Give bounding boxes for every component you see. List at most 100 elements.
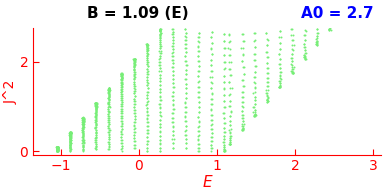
Point: [264, 56, 271, 59]
Point: [80, 137, 86, 140]
Point: [106, 98, 112, 101]
Point: [251, 102, 258, 106]
Point: [171, 74, 177, 77]
Point: [182, 133, 189, 137]
Point: [54, 146, 60, 149]
Point: [80, 134, 86, 138]
Point: [119, 98, 125, 101]
Point: [264, 76, 271, 79]
Point: [157, 38, 163, 42]
Point: [328, 29, 334, 32]
Point: [131, 97, 137, 100]
Point: [183, 92, 189, 95]
Point: [67, 132, 73, 135]
Point: [106, 93, 112, 96]
Point: [105, 140, 112, 143]
Point: [240, 39, 246, 42]
Point: [119, 73, 125, 76]
Point: [264, 72, 270, 75]
Point: [264, 50, 271, 53]
Point: [119, 122, 125, 125]
Point: [132, 57, 138, 60]
Point: [251, 81, 257, 84]
Point: [221, 122, 227, 125]
Point: [313, 43, 320, 46]
Point: [67, 146, 74, 150]
Point: [80, 130, 87, 133]
Point: [93, 133, 99, 136]
Point: [119, 91, 125, 94]
Point: [54, 148, 60, 151]
Point: [119, 114, 125, 117]
Point: [93, 111, 99, 114]
Point: [106, 131, 112, 134]
Point: [227, 131, 233, 134]
Point: [119, 94, 125, 98]
Point: [171, 69, 177, 73]
Point: [195, 115, 201, 119]
Point: [239, 128, 246, 132]
Point: [144, 110, 150, 113]
Point: [157, 76, 163, 80]
Point: [170, 142, 176, 145]
Point: [144, 70, 151, 73]
Point: [263, 88, 270, 91]
Point: [182, 47, 189, 50]
Point: [225, 47, 231, 50]
Point: [67, 147, 74, 151]
Point: [302, 29, 308, 32]
Point: [132, 60, 138, 63]
Point: [251, 110, 258, 113]
Point: [209, 140, 215, 143]
Point: [93, 109, 99, 112]
Point: [144, 46, 150, 49]
Point: [221, 33, 228, 36]
Point: [184, 64, 190, 67]
Point: [157, 29, 163, 32]
Point: [67, 138, 73, 141]
Point: [228, 110, 234, 113]
Point: [79, 138, 85, 141]
Point: [144, 55, 150, 58]
Point: [93, 124, 99, 127]
Point: [55, 146, 61, 149]
Point: [119, 74, 125, 77]
Point: [170, 38, 176, 41]
Point: [80, 120, 86, 124]
Point: [144, 43, 151, 46]
Point: [157, 44, 163, 48]
Point: [131, 67, 137, 70]
Point: [54, 146, 60, 149]
Point: [80, 141, 86, 144]
Point: [93, 117, 99, 120]
Point: [54, 147, 60, 150]
Point: [265, 67, 271, 70]
Point: [105, 88, 112, 91]
Point: [221, 141, 228, 144]
Point: [227, 142, 233, 145]
Point: [169, 51, 176, 54]
Point: [53, 146, 59, 149]
Point: [92, 102, 99, 105]
Point: [209, 92, 215, 95]
Point: [170, 99, 176, 102]
Point: [144, 70, 151, 73]
Point: [67, 131, 73, 134]
Point: [80, 130, 86, 133]
Point: [80, 116, 86, 119]
Point: [227, 141, 233, 144]
Point: [105, 143, 112, 146]
Point: [105, 122, 112, 125]
Point: [67, 133, 74, 136]
Point: [183, 82, 189, 85]
Point: [195, 150, 201, 153]
Point: [157, 114, 164, 117]
Point: [182, 59, 189, 62]
Point: [157, 110, 163, 113]
Point: [55, 149, 61, 152]
Point: [302, 55, 308, 58]
Point: [68, 131, 74, 134]
Point: [118, 89, 124, 92]
Point: [105, 101, 112, 105]
Point: [143, 42, 149, 45]
